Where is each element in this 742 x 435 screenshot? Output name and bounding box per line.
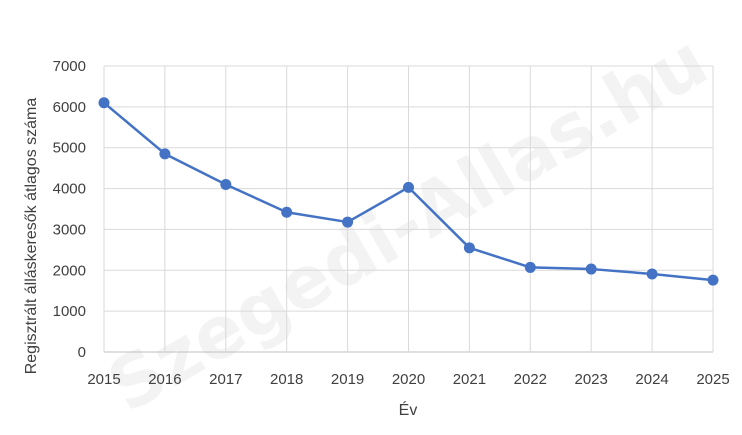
y-tick-label: 0 [78, 344, 86, 361]
data-point [281, 206, 293, 218]
x-tick-label: 2018 [270, 371, 303, 388]
y-tick-label: 4000 [53, 181, 86, 198]
y-tick-label: 1000 [53, 303, 86, 320]
y-tick-label: 3000 [53, 221, 86, 238]
y-tick-labels: 0 1000 2000 3000 4000 5000 6000 7000 [53, 58, 86, 361]
x-tick-label: 2022 [514, 371, 547, 388]
y-tick-label: 2000 [53, 262, 86, 279]
series-group [98, 97, 719, 286]
x-tick-label: 2025 [696, 371, 729, 388]
y-axis-title: Regisztrált álláskeresők átlagos száma [23, 98, 40, 375]
y-tick-label: 6000 [53, 99, 86, 116]
data-point [524, 261, 536, 273]
data-point [220, 178, 232, 190]
x-tick-label: 2017 [209, 371, 242, 388]
x-axis-title: Év [399, 400, 418, 419]
data-point [585, 263, 597, 275]
x-tick-label: 2020 [392, 371, 425, 388]
data-point [342, 216, 354, 228]
x-tick-label: 2015 [87, 371, 120, 388]
data-point [646, 268, 658, 280]
x-tick-label: 2016 [148, 371, 181, 388]
x-tick-labels: 2015 2016 2017 2018 2019 2020 2021 2022 2023 2024… [87, 371, 729, 388]
y-tick-label: 7000 [53, 58, 86, 75]
y-tick-label: 5000 [53, 140, 86, 157]
x-tick-label: 2021 [453, 371, 486, 388]
data-point [403, 181, 414, 193]
x-tick-label: 2019 [331, 371, 364, 388]
x-tick-label: 2024 [635, 371, 668, 388]
data-point [98, 97, 110, 109]
data-point [159, 148, 171, 160]
watermark: Szegedi-Allas.hu [94, 18, 721, 428]
data-point [707, 274, 719, 286]
x-tick-label: 2023 [575, 371, 608, 388]
data-point [463, 242, 475, 254]
